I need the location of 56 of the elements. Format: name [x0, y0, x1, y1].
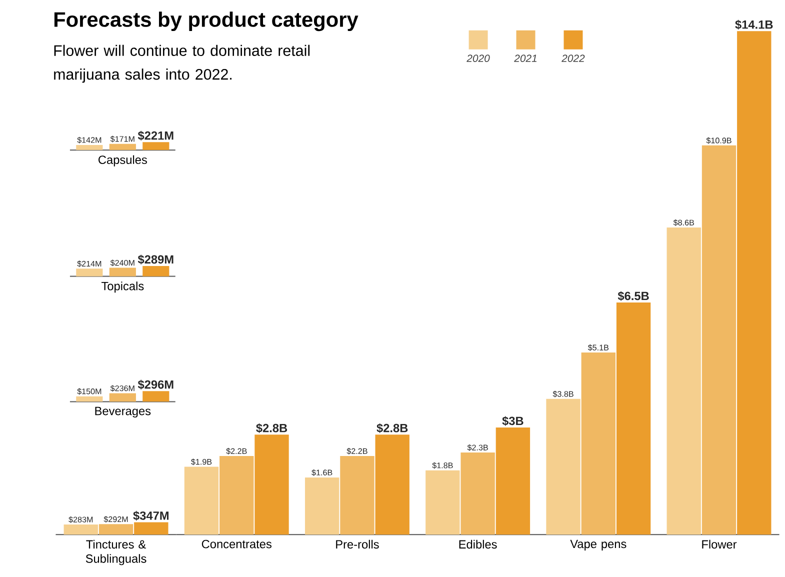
x-tick-label: Flower	[702, 540, 737, 548]
data-label: $150M	[77, 388, 102, 395]
bar	[737, 31, 772, 534]
x-tick-label: Vape pens	[570, 540, 626, 550]
bar	[340, 456, 374, 534]
text: Flower will continue to dominate retail marijuana sales into 2022.	[54, 44, 310, 83]
chart-title: Forecasts by product category	[54, 11, 358, 31]
x-tick-label: Capsules	[98, 155, 147, 166]
bar	[702, 145, 736, 534]
data-label: $2.8B	[376, 423, 408, 433]
data-label: $292M	[104, 516, 128, 522]
legend-label: 2020	[466, 54, 490, 62]
data-label: $5.1B	[588, 344, 609, 351]
data-label: $236M	[110, 384, 134, 392]
bar	[304, 477, 340, 534]
bar	[546, 398, 580, 534]
x-tick-label: Pre-rolls	[336, 540, 379, 548]
data-label: $2.8B	[256, 423, 288, 433]
data-label: $283M	[68, 516, 93, 523]
x-tick-label: Concentrates	[202, 540, 272, 548]
data-label: $171M	[110, 136, 134, 142]
bar	[375, 434, 410, 534]
bar	[581, 352, 616, 534]
data-label: $1.8B	[432, 462, 453, 469]
bar	[460, 452, 495, 534]
x-tick-label: Edibles	[459, 540, 497, 548]
data-label: $8.6B	[673, 219, 694, 226]
bar	[254, 434, 289, 534]
bar	[220, 456, 254, 534]
data-label: $347M	[133, 510, 169, 520]
data-label: $221M	[138, 130, 174, 140]
x-tick-label: Beverages	[95, 406, 151, 418]
bar	[666, 227, 701, 534]
data-label: $240M	[110, 259, 134, 266]
data-label: $142M	[77, 136, 102, 144]
data-label: $214M	[77, 260, 102, 267]
data-label: $10.9B	[706, 137, 732, 144]
data-label: $1.9B	[191, 458, 212, 465]
x-tick-label: Topicals	[101, 281, 144, 292]
data-label: $2.3B	[467, 444, 488, 451]
data-label: $2.2B	[226, 448, 247, 454]
data-label: $2.2B	[346, 448, 368, 454]
data-label: $3.8B	[552, 390, 574, 398]
x-tick-label: Tinctures & Sublinguals	[86, 540, 146, 565]
bar	[184, 466, 219, 534]
data-label: $3B	[502, 416, 524, 426]
bar	[616, 302, 651, 534]
bar	[426, 470, 460, 534]
data-label: $6.5B	[618, 291, 649, 301]
data-label: $14.1B	[735, 20, 773, 30]
data-label: $296M	[138, 380, 174, 390]
legend-label: 2021	[514, 54, 536, 62]
data-label: $289M	[138, 254, 174, 264]
data-label: $1.6B	[312, 469, 332, 476]
legend-label: 2022	[562, 54, 585, 62]
bar	[496, 427, 530, 534]
